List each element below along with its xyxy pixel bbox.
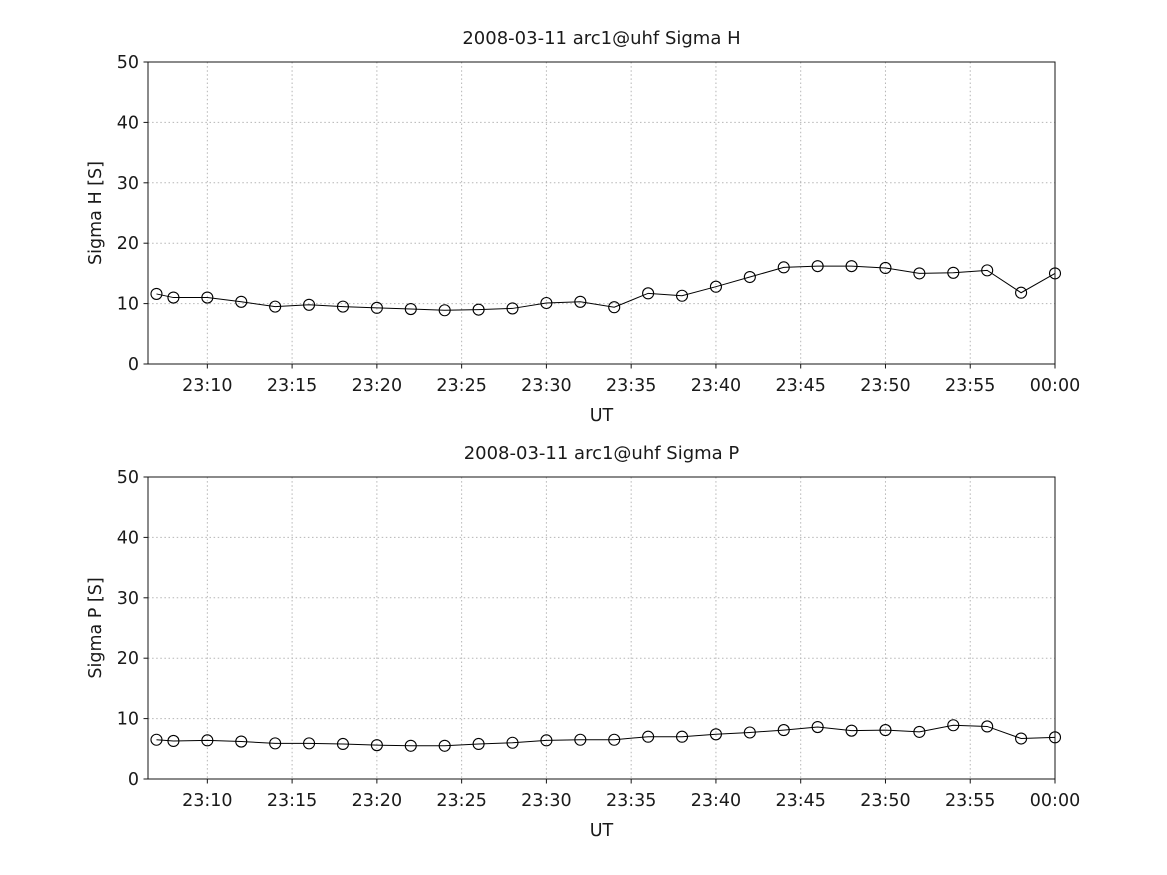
svg-text:23:35: 23:35 xyxy=(606,376,656,396)
svg-text:23:20: 23:20 xyxy=(352,791,402,811)
sigma-p-title: 2008-03-11 arc1@uhf Sigma P xyxy=(464,443,740,464)
svg-text:23:15: 23:15 xyxy=(267,791,317,811)
svg-text:23:25: 23:25 xyxy=(436,376,486,396)
sigma-h-ylabel: Sigma H [S] xyxy=(86,161,106,265)
sigma-h-title: 2008-03-11 arc1@uhf Sigma H xyxy=(462,28,740,49)
svg-text:23:20: 23:20 xyxy=(352,376,402,396)
svg-text:23:50: 23:50 xyxy=(860,791,910,811)
sigma-h-chart: 23:10 23:15 23:20 23:25 23:30 23:35 23:40 23:45… xyxy=(117,53,1081,396)
svg-text:50: 50 xyxy=(117,53,139,73)
svg-text:23:55: 23:55 xyxy=(945,376,995,396)
svg-text:10: 10 xyxy=(117,295,139,315)
svg-text:23:25: 23:25 xyxy=(436,791,486,811)
svg-text:23:50: 23:50 xyxy=(860,376,910,396)
svg-text:23:40: 23:40 xyxy=(691,791,741,811)
svg-text:23:35: 23:35 xyxy=(606,791,656,811)
svg-text:23:55: 23:55 xyxy=(945,791,995,811)
sigma-h-xlabel: UT xyxy=(590,406,614,426)
svg-text:0: 0 xyxy=(128,355,139,375)
svg-text:23:45: 23:45 xyxy=(775,376,825,396)
svg-text:23:30: 23:30 xyxy=(521,376,571,396)
svg-text:23:30: 23:30 xyxy=(521,791,571,811)
sigma-p-ylabel: Sigma P [S] xyxy=(86,577,106,678)
svg-text:30: 30 xyxy=(117,174,139,194)
svg-text:23:10: 23:10 xyxy=(182,791,232,811)
svg-text:23:45: 23:45 xyxy=(775,791,825,811)
svg-text:23:40: 23:40 xyxy=(691,376,741,396)
svg-text:40: 40 xyxy=(117,528,139,548)
svg-text:00:00: 00:00 xyxy=(1030,791,1080,811)
svg-text:23:15: 23:15 xyxy=(267,376,317,396)
svg-text:0: 0 xyxy=(128,770,139,790)
svg-text:23:10: 23:10 xyxy=(182,376,232,396)
svg-text:00:00: 00:00 xyxy=(1030,376,1080,396)
svg-text:10: 10 xyxy=(117,710,139,730)
svg-text:20: 20 xyxy=(117,234,139,254)
svg-text:30: 30 xyxy=(117,589,139,609)
svg-text:20: 20 xyxy=(117,649,139,669)
sigma-p-xlabel: UT xyxy=(590,821,614,841)
svg-text:40: 40 xyxy=(117,113,139,133)
svg-text:50: 50 xyxy=(117,468,139,488)
sigma-p-chart: 23:10 23:15 23:20 23:25 23:30 23:35 23:40 23:45… xyxy=(117,468,1081,811)
